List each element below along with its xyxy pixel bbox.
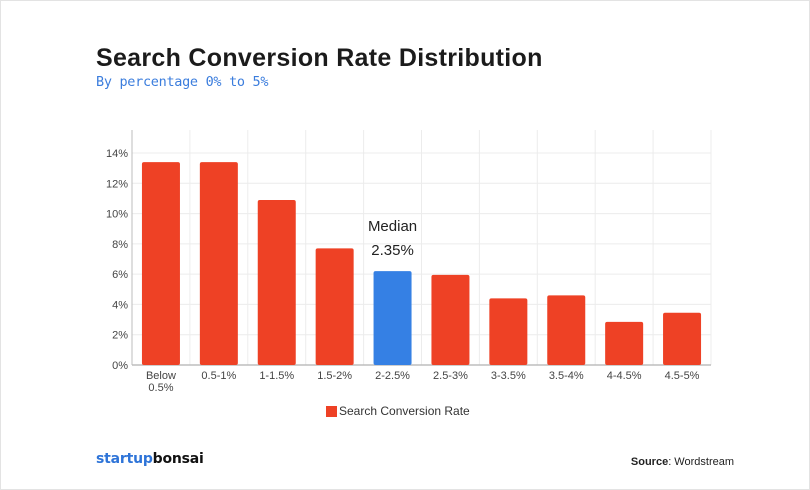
y-tick-label: 8% (112, 239, 128, 251)
bar (141, 162, 180, 365)
bar (489, 298, 528, 365)
x-tick-label: 0.5-1% (201, 370, 236, 382)
bar (257, 199, 296, 365)
y-tick-label: 2% (112, 330, 128, 342)
y-tick-label: 12% (106, 178, 128, 190)
startupbonsai-logo: startupbonsai (96, 451, 204, 467)
x-tick-label: 1-1.5% (259, 370, 294, 382)
x-tick-label: 3.5-4% (549, 370, 584, 382)
chart-title: Search Conversion Rate Distribution (96, 44, 543, 72)
median-annotation-value: 2.35% (371, 242, 414, 259)
y-tick-label: 4% (112, 299, 128, 311)
y-tick-label: 6% (112, 269, 128, 281)
median-annotation-label: Median (368, 218, 417, 235)
bar (663, 312, 702, 365)
y-tick-label: 10% (106, 209, 128, 221)
bar (315, 248, 354, 365)
x-tick-label: 4-4.5% (607, 370, 642, 382)
source-value: : Wordstream (668, 456, 734, 468)
source-label: Source (630, 456, 669, 468)
chart-subtitle: By percentage 0% to 5% (96, 74, 269, 90)
bar (199, 162, 238, 365)
logo-part2: bonsai (152, 451, 204, 467)
source-credit: Source: Wordstream (631, 456, 734, 468)
x-tick-label: Below (146, 370, 176, 382)
x-tick-label: 2-2.5% (375, 370, 410, 382)
bar (605, 321, 644, 365)
y-tick-label: 0% (112, 360, 128, 372)
legend-swatch (326, 405, 337, 417)
x-tick-label: 0.5% (148, 382, 173, 394)
x-tick-label: 4.5-5% (665, 370, 700, 382)
legend: Search Conversion Rate (326, 404, 470, 418)
x-tick-label: 2.5-3% (433, 370, 468, 382)
y-tick-label: 14% (106, 148, 128, 160)
bar (431, 274, 470, 365)
bar (373, 271, 412, 365)
bar (547, 295, 586, 365)
logo-part1: startup (96, 451, 153, 467)
x-tick-label: 1.5-2% (317, 370, 352, 382)
x-tick-label: 3-3.5% (491, 370, 526, 382)
legend-label: Search Conversion Rate (339, 404, 470, 418)
